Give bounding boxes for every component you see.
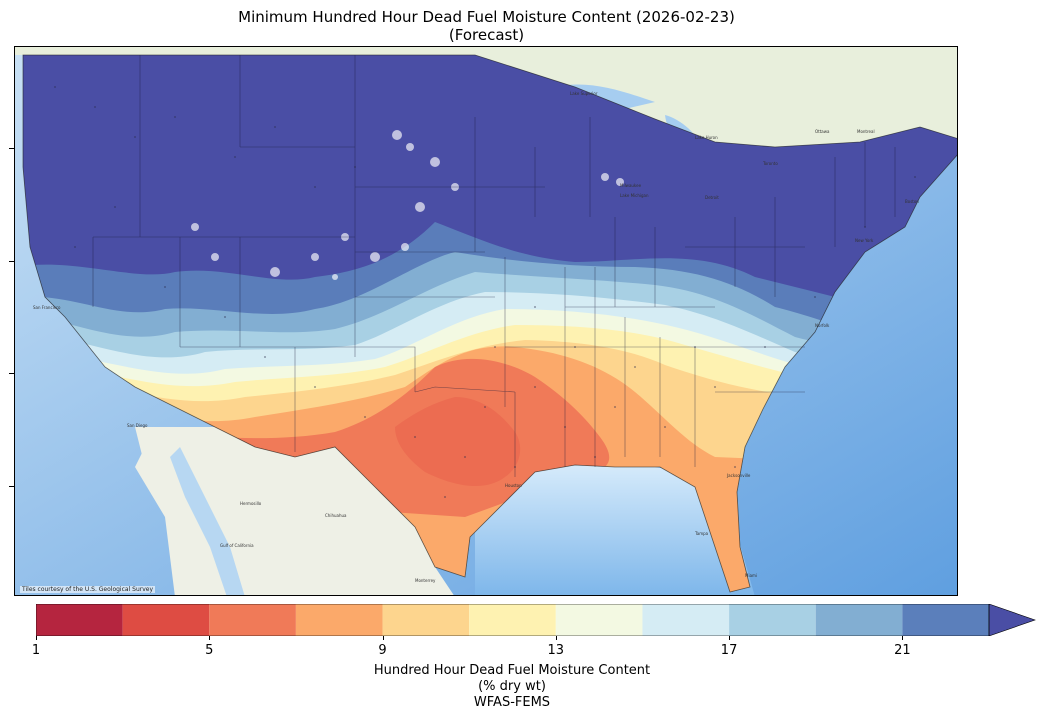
gulf-of-california	[170, 447, 245, 595]
colorbar-tick-label: 13	[547, 643, 565, 658]
place-jacksonville: Jacksonville	[726, 473, 751, 478]
y-axis-tick	[9, 373, 14, 374]
colorbar-bin	[729, 604, 816, 636]
place-labels: Ottawa Montreal Toronto Milwaukee Detroi…	[33, 91, 919, 583]
colorbar-tick-label: 5	[205, 643, 214, 658]
colorbar-tick-label: 9	[378, 643, 387, 658]
fuel-moisture-map: Ottawa Montreal Toronto Milwaukee Detroi…	[15, 47, 957, 595]
canada-land	[15, 47, 957, 147]
place-monterrey: Monterrey	[415, 578, 436, 583]
state-borders	[92, 55, 896, 477]
colorbar-tick	[209, 636, 211, 640]
y-axis-tick	[9, 261, 14, 262]
colorbar-label-1: Hundred Hour Dead Fuel Moisture Content	[373, 663, 651, 678]
conus-outline	[22, 54, 957, 593]
colorbar-bin	[555, 604, 643, 636]
colorbar-bin	[382, 604, 470, 636]
place-ottawa: Ottawa	[815, 129, 830, 134]
place-gulf-of-california: Gulf of California	[220, 543, 254, 548]
colorbar-bin	[209, 604, 296, 636]
place-miami: Miami	[745, 573, 757, 578]
colorbar-bin	[815, 604, 903, 636]
place-houston: Houston	[505, 483, 522, 488]
tile-credit: Tiles courtesy of the U.S. Geological Su…	[20, 586, 156, 593]
colorbar-extend-arrow	[988, 604, 1036, 636]
place-lake-michigan: Lake Michigan	[620, 193, 649, 198]
map-title-line1: Minimum Hundred Hour Dead Fuel Moisture …	[238, 8, 735, 26]
place-norfolk: Norfolk	[815, 323, 830, 328]
colorbar-tick-label: 21	[894, 643, 911, 658]
gulf-of-mexico	[475, 457, 755, 595]
colorbar-tick	[729, 636, 731, 640]
y-axis-tick	[9, 148, 14, 149]
place-san-diego: San Diego	[127, 423, 148, 428]
colorbar-bin	[122, 604, 210, 636]
place-lake-superior: Lake Superior	[570, 91, 598, 96]
y-axis-tick	[9, 486, 14, 487]
place-chihuahua: Chihuahua	[325, 513, 347, 518]
colorbar-bin	[295, 604, 383, 636]
colorbar-tick	[902, 636, 904, 640]
colorbar-tick-label: 17	[720, 643, 738, 658]
colorbar-bin	[902, 604, 989, 636]
place-lake-huron: Lake Huron	[695, 135, 718, 140]
colorbar-label-3: WFAS-FEMS	[473, 695, 551, 710]
colorbar-tick	[382, 636, 384, 640]
colorbar-tick	[555, 636, 557, 640]
place-tampa: Tampa	[694, 531, 709, 536]
colorbar-bin	[469, 604, 556, 636]
place-san-francisco: San Francisco	[33, 305, 61, 310]
map-panel[interactable]: Ottawa Montreal Toronto Milwaukee Detroi…	[14, 46, 958, 596]
place-hermosillo: Hermosillo	[240, 501, 262, 506]
place-toronto: Toronto	[762, 161, 778, 166]
place-milwaukee: Milwaukee	[620, 183, 642, 188]
colorbar-label-2: (% dry wt)	[478, 679, 546, 694]
colorbar-tick-label: 1	[31, 643, 41, 658]
colorbar-bins	[36, 604, 989, 636]
place-montreal: Montreal	[857, 129, 875, 134]
colorbar-bin	[36, 604, 123, 636]
map-title: Minimum Hundred Hour Dead Fuel Moisture …	[0, 8, 973, 44]
map-title-line2: (Forecast)	[448, 26, 525, 44]
place-boston: Boston	[905, 199, 919, 204]
colorbar-bin	[642, 604, 730, 636]
baja-california	[135, 427, 215, 595]
place-detroit: Detroit	[705, 195, 719, 200]
colorbar	[36, 604, 1036, 636]
colorbar-frame	[36, 604, 990, 636]
colorbar-tick	[36, 636, 37, 640]
place-new-york: New York	[855, 238, 874, 243]
